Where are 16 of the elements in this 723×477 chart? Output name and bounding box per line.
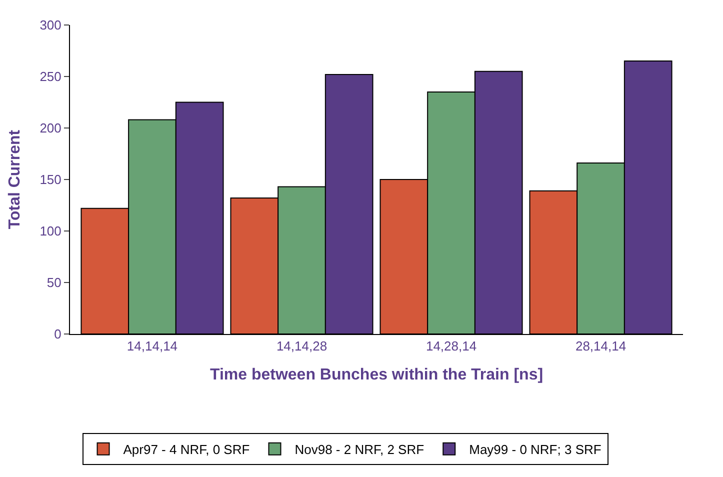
y-tick-label: 150 — [40, 172, 62, 188]
y-tick-label: 100 — [40, 224, 62, 239]
y-tick-label: 300 — [40, 18, 62, 33]
y-tick-label: 200 — [40, 120, 62, 136]
legend-label: Apr97 - 4 NRF, 0 SRF — [123, 442, 250, 457]
y-tick-label: 0 — [54, 326, 62, 342]
y-axis-title: Total Current — [6, 129, 24, 230]
y-tick-label: 50 — [46, 275, 62, 290]
x-tick-label: 14,14,14 — [126, 338, 178, 354]
x-tick-label: 14,14,28 — [276, 338, 328, 354]
x-axis-title: Time between Bunches within the Train [ns] — [210, 366, 544, 384]
y-tick-label: 250 — [40, 69, 62, 84]
legend-label: May99 - 0 NRF; 3 SRF — [469, 442, 602, 457]
x-tick-label: 28,14,14 — [575, 338, 626, 354]
legend-label: Nov98 - 2 NRF, 2 SRF — [294, 442, 424, 457]
x-tick-label: 14,28,14 — [426, 338, 477, 354]
